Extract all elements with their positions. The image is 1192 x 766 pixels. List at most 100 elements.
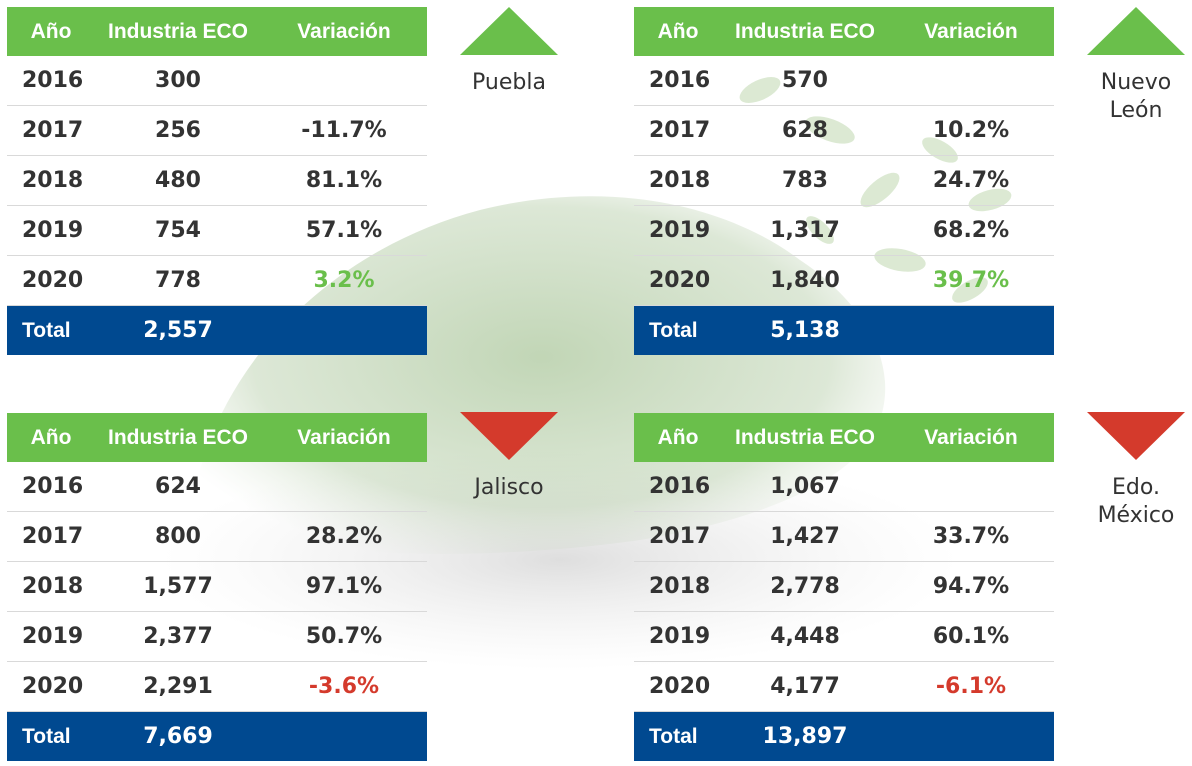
year-cell: 2020 bbox=[634, 661, 722, 712]
year-cell: 2017 bbox=[7, 511, 95, 562]
column-header-year: Año bbox=[634, 413, 722, 462]
value-cell: 628 bbox=[722, 105, 888, 156]
column-header-variation: Variación bbox=[261, 7, 427, 56]
total-row: Total 5,138 bbox=[634, 305, 1054, 355]
column-header-industry: Industria ECO bbox=[722, 413, 888, 462]
total-empty-cell bbox=[888, 711, 1054, 761]
variation-cell: 28.2% bbox=[261, 511, 427, 562]
value-cell: 256 bbox=[95, 105, 261, 156]
value-cell: 778 bbox=[95, 255, 261, 306]
column-header-variation: Variación bbox=[888, 7, 1054, 56]
table-row: 2019 1,317 68.2% bbox=[634, 205, 1054, 256]
variation-cell: 60.1% bbox=[888, 611, 1054, 662]
header-row: Año Industria ECO Variación bbox=[7, 7, 427, 56]
up-arrow-icon bbox=[1087, 7, 1185, 55]
value-cell: 624 bbox=[95, 462, 261, 512]
year-cell: 2019 bbox=[634, 611, 722, 662]
table-row: 2016 1,067 bbox=[634, 462, 1054, 512]
variation-cell: 57.1% bbox=[261, 205, 427, 256]
year-cell: 2020 bbox=[7, 661, 95, 712]
up-arrow-icon bbox=[460, 7, 558, 55]
year-cell: 2020 bbox=[7, 255, 95, 306]
year-cell: 2020 bbox=[634, 255, 722, 306]
total-value: 2,557 bbox=[95, 305, 261, 355]
down-arrow-icon bbox=[1087, 412, 1185, 460]
value-cell: 800 bbox=[95, 511, 261, 562]
column-header-variation: Variación bbox=[261, 413, 427, 462]
variation-cell bbox=[888, 462, 1054, 512]
value-cell: 1,840 bbox=[722, 255, 888, 306]
year-cell: 2018 bbox=[634, 155, 722, 206]
year-cell: 2017 bbox=[634, 511, 722, 562]
table-row: 2019 4,448 60.1% bbox=[634, 611, 1054, 662]
total-label: Total bbox=[7, 711, 95, 761]
total-label: Total bbox=[634, 305, 722, 355]
value-cell: 2,377 bbox=[95, 611, 261, 662]
table-row: 2018 1,577 97.1% bbox=[7, 561, 427, 612]
table-row: 2017 256 -11.7% bbox=[7, 105, 427, 156]
variation-cell: 50.7% bbox=[261, 611, 427, 662]
total-label: Total bbox=[634, 711, 722, 761]
header-row: Año Industria ECO Variación bbox=[7, 413, 427, 462]
table-row: 2016 300 bbox=[7, 56, 427, 106]
variation-cell: -11.7% bbox=[261, 105, 427, 156]
total-empty-cell bbox=[261, 711, 427, 761]
year-cell: 2018 bbox=[7, 155, 95, 206]
total-row: Total 13,897 bbox=[634, 711, 1054, 761]
table-nuevo-leon: Año Industria ECO Variación 2016 570 201… bbox=[634, 7, 1054, 355]
state-label: Puebla bbox=[472, 70, 546, 95]
variation-cell-highlight: -6.1% bbox=[888, 661, 1054, 712]
indicator-jalisco: Jalisco bbox=[454, 412, 564, 502]
table-row: 2016 570 bbox=[634, 56, 1054, 106]
table-row: 2020 2,291 -3.6% bbox=[7, 661, 427, 712]
table-puebla: Año Industria ECO Variación 2016 300 201… bbox=[7, 7, 427, 355]
variation-cell-highlight: 3.2% bbox=[261, 255, 427, 306]
column-header-year: Año bbox=[634, 7, 722, 56]
value-cell: 1,317 bbox=[722, 205, 888, 256]
variation-cell: 94.7% bbox=[888, 561, 1054, 612]
value-cell: 783 bbox=[722, 155, 888, 206]
table-row: 2018 480 81.1% bbox=[7, 155, 427, 206]
table-row: 2017 800 28.2% bbox=[7, 511, 427, 562]
variation-cell-highlight: -3.6% bbox=[261, 661, 427, 712]
column-header-year: Año bbox=[7, 413, 95, 462]
value-cell: 4,177 bbox=[722, 661, 888, 712]
year-cell: 2016 bbox=[7, 56, 95, 106]
value-cell: 754 bbox=[95, 205, 261, 256]
indicator-edo-mexico: Edo. México bbox=[1081, 412, 1191, 530]
table-jalisco: Año Industria ECO Variación 2016 624 201… bbox=[7, 413, 427, 761]
state-label: Jalisco bbox=[474, 475, 544, 500]
column-header-industry: Industria ECO bbox=[95, 7, 261, 56]
value-cell: 570 bbox=[722, 56, 888, 106]
table-row: 2019 2,377 50.7% bbox=[7, 611, 427, 662]
year-cell: 2019 bbox=[634, 205, 722, 256]
year-cell: 2019 bbox=[7, 611, 95, 662]
value-cell: 1,427 bbox=[722, 511, 888, 562]
total-label: Total bbox=[7, 305, 95, 355]
year-cell: 2019 bbox=[7, 205, 95, 256]
total-empty-cell bbox=[888, 305, 1054, 355]
table-row: 2017 628 10.2% bbox=[634, 105, 1054, 156]
value-cell: 2,291 bbox=[95, 661, 261, 712]
column-header-variation: Variación bbox=[888, 413, 1054, 462]
year-cell: 2016 bbox=[7, 462, 95, 512]
table-row: 2017 1,427 33.7% bbox=[634, 511, 1054, 562]
table-row: 2020 4,177 -6.1% bbox=[634, 661, 1054, 712]
year-cell: 2017 bbox=[7, 105, 95, 156]
table-row: 2020 1,840 39.7% bbox=[634, 255, 1054, 306]
variation-cell bbox=[261, 56, 427, 106]
variation-cell bbox=[888, 56, 1054, 106]
table-row: 2016 624 bbox=[7, 462, 427, 512]
indicator-puebla: Puebla bbox=[454, 7, 564, 97]
total-row: Total 2,557 bbox=[7, 305, 427, 355]
variation-cell: 33.7% bbox=[888, 511, 1054, 562]
variation-cell-highlight: 39.7% bbox=[888, 255, 1054, 306]
column-header-year: Año bbox=[7, 7, 95, 56]
state-label: Edo. México bbox=[1097, 475, 1175, 528]
total-value: 5,138 bbox=[722, 305, 888, 355]
table-row: 2020 778 3.2% bbox=[7, 255, 427, 306]
indicator-nuevo-leon: Nuevo León bbox=[1081, 7, 1191, 125]
variation-cell: 10.2% bbox=[888, 105, 1054, 156]
total-value: 13,897 bbox=[722, 711, 888, 761]
variation-cell: 24.7% bbox=[888, 155, 1054, 206]
